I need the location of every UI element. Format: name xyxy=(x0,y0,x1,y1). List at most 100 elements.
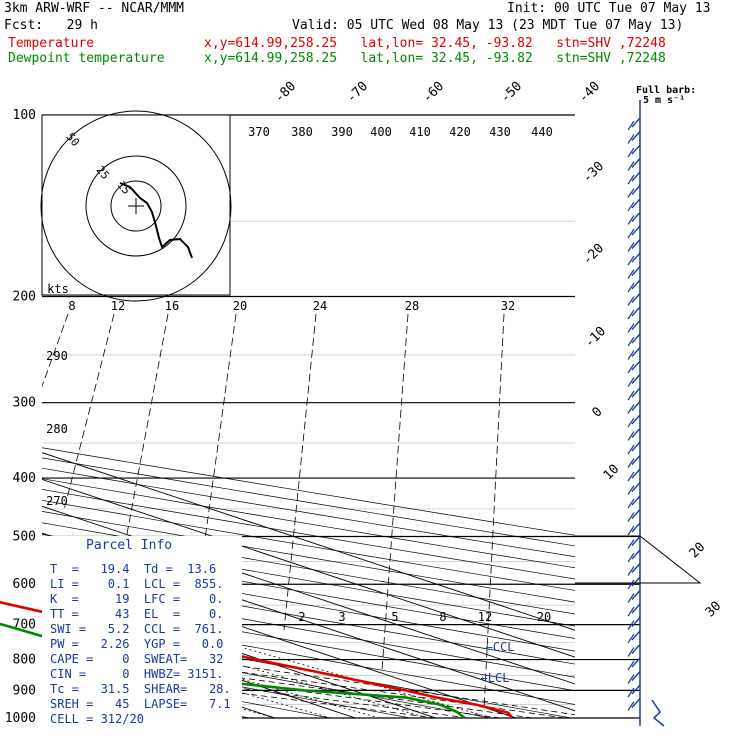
parcel-info-panel: Parcel Info T = 19.4 Td = 13.6 LI = 0.1 … xyxy=(42,536,242,726)
hodograph-ring xyxy=(85,155,187,257)
pressure-tick-label: 900 xyxy=(13,683,36,698)
wind-barb xyxy=(631,698,641,708)
wind-barb xyxy=(631,617,641,627)
parcel-row: SWI = 5.2 CCL = 761. xyxy=(50,622,224,636)
moist-adiabat xyxy=(42,296,533,718)
hodograph-ring xyxy=(40,110,232,302)
wind-barb xyxy=(627,323,635,333)
wind-barb xyxy=(631,671,641,681)
valid-time: Valid: 05 UTC Wed 08 May 13 (23 MDT Tue … xyxy=(292,18,684,33)
wind-barb xyxy=(631,401,641,411)
dry-adiabat xyxy=(42,115,575,718)
wind-barb xyxy=(631,252,641,263)
parcel-row: CELL = 312/20 xyxy=(50,712,144,726)
parcel-row: TT = 43 EL = 0. xyxy=(50,607,224,621)
parcel-row: T = 19.4 Td = 13.6 xyxy=(50,562,217,576)
wind-barb xyxy=(627,377,635,387)
theta-label: 410 xyxy=(409,125,431,139)
wind-barb xyxy=(627,255,635,266)
wind-barb xyxy=(627,201,635,212)
wind-barb xyxy=(631,576,641,587)
wind-barb xyxy=(627,134,635,144)
wind-barb xyxy=(631,239,641,249)
dewpoint-label: Dewpoint temperature xyxy=(8,51,165,66)
wind-barb xyxy=(631,603,641,614)
barb-legend-title: Full barb: xyxy=(636,85,697,96)
theta-label: 400 xyxy=(370,125,392,139)
wind-barb xyxy=(627,593,635,603)
theta-label: 440 xyxy=(531,125,553,139)
wind-barb xyxy=(627,309,635,320)
isotherm-line xyxy=(42,115,575,718)
wind-barb xyxy=(627,525,635,536)
temperature-tick-label: 20 xyxy=(687,540,709,562)
hodograph-unit: kts xyxy=(47,282,69,296)
wind-barb xyxy=(631,225,641,236)
wind-barb xyxy=(627,282,635,293)
dry-adiabat xyxy=(42,115,575,718)
theta-label: 420 xyxy=(449,125,471,139)
wind-barb xyxy=(627,660,635,671)
wind-barb xyxy=(627,674,635,684)
ccl-label: ←CCL xyxy=(486,640,515,654)
wind-barb xyxy=(631,158,641,168)
wind-barb xyxy=(631,279,641,290)
temperature-tick-label: 30 xyxy=(703,599,725,621)
wind-barb xyxy=(631,374,641,384)
pressure-tick-label: 100 xyxy=(13,108,36,123)
temperature-info: x,y=614.99,258.25 lat,lon= 32.45, -93.82… xyxy=(204,36,666,51)
temperature-tick-label: -20 xyxy=(580,241,607,268)
temperature-profile xyxy=(0,600,513,719)
wind-barb xyxy=(627,174,635,185)
wind-barb xyxy=(631,509,641,519)
init-time: Init: 00 UTC Tue 07 May 13 xyxy=(507,1,711,16)
wind-barb xyxy=(627,633,635,644)
wind-barb xyxy=(627,512,635,522)
temperature-tick-label: -40 xyxy=(576,79,603,106)
mixing-ratio-label: 5 xyxy=(391,610,398,624)
hodograph-speed-line xyxy=(283,313,317,631)
hodograph-speed-label: 20 xyxy=(233,299,247,313)
parcel-row: PW = 2.26 YGP = 0.0 xyxy=(50,637,224,651)
hodograph-speed-line xyxy=(123,313,169,551)
wind-barb xyxy=(631,293,641,303)
wind-barb xyxy=(627,390,635,401)
hodograph-ring xyxy=(110,180,162,232)
wind-barb xyxy=(631,536,641,546)
wind-barb xyxy=(631,630,641,641)
mixing-ratio-label: 2 xyxy=(298,610,305,624)
dry-adiabat xyxy=(42,115,575,718)
dry-adiabat xyxy=(42,115,575,718)
wind-barb xyxy=(627,552,635,563)
wind-barb xyxy=(631,198,641,209)
wind-barb xyxy=(627,647,635,657)
pressure-tick-label: 300 xyxy=(13,396,36,411)
mixing-ratio-label: 12 xyxy=(478,610,492,624)
pressure-tick-label: 800 xyxy=(13,653,36,668)
parcel-row: K = 19 LFC = 0. xyxy=(50,592,224,606)
wind-barb xyxy=(627,161,635,171)
hodograph-speed-label: 32 xyxy=(501,299,515,313)
wind-barb xyxy=(627,687,635,698)
wind-barb xyxy=(631,171,641,182)
wind-barb xyxy=(631,360,641,371)
lower-frame xyxy=(575,535,702,584)
pressure-tick-label: 600 xyxy=(13,577,36,592)
theta-label: 390 xyxy=(331,125,353,139)
parcel-row: LI = 0.1 LCL = 855. xyxy=(50,577,224,591)
parcel-row: Tc = 31.5 SHEAR= 28. xyxy=(50,682,231,696)
theta-label: 270 xyxy=(46,494,68,508)
dry-adiabat xyxy=(42,115,575,718)
hodograph-speed-label: 12 xyxy=(111,299,125,313)
wind-barb xyxy=(627,498,635,509)
lcl-label: ←LCL xyxy=(481,671,510,685)
wind-barb xyxy=(627,566,635,576)
wind-barb xyxy=(627,458,635,468)
wind-barb xyxy=(631,482,641,492)
wind-barb xyxy=(631,306,641,317)
temperature-tick-label: -50 xyxy=(498,79,525,106)
temperature-tick-label: -60 xyxy=(420,79,447,106)
wind-barb xyxy=(631,185,641,195)
parcel-row: CAPE = 0 SWEAT= 32 xyxy=(50,652,224,666)
wind-barb xyxy=(627,215,635,225)
